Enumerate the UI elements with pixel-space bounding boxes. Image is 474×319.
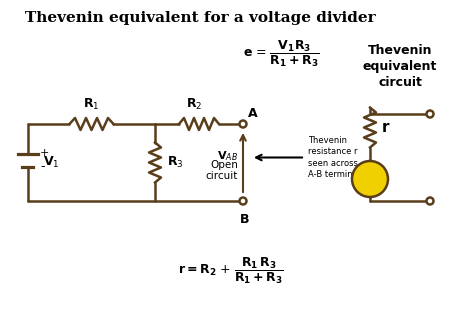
Text: V$_{AB}$: V$_{AB}$	[217, 150, 238, 163]
Text: +: +	[369, 167, 377, 177]
Text: Open
circuit: Open circuit	[206, 160, 238, 181]
Circle shape	[239, 121, 246, 128]
Circle shape	[427, 197, 434, 204]
Text: Thevenin
equivalent
circuit: Thevenin equivalent circuit	[363, 44, 437, 89]
Text: -: -	[371, 181, 375, 191]
Text: R$_2$: R$_2$	[186, 97, 202, 112]
Circle shape	[239, 197, 246, 204]
Text: Thevenin
resistance r
seen across
A-B terminals: Thevenin resistance r seen across A-B te…	[308, 136, 365, 179]
Text: e: e	[352, 172, 362, 187]
Text: A: A	[248, 107, 258, 120]
Text: R$_1$: R$_1$	[83, 97, 100, 112]
Text: -: -	[40, 160, 45, 173]
Text: Thevenin equivalent for a voltage divider: Thevenin equivalent for a voltage divide…	[25, 11, 375, 25]
Circle shape	[352, 161, 388, 197]
Text: +: +	[40, 149, 49, 159]
Text: r: r	[382, 120, 390, 135]
Text: $\mathbf{r = R_2}$ + $\dfrac{\mathbf{R_1\,R_3}}{\mathbf{R_1 + R_3}}$: $\mathbf{r = R_2}$ + $\dfrac{\mathbf{R_1…	[178, 256, 284, 286]
Text: B: B	[240, 213, 250, 226]
Text: $\mathbf{e}$ = $\dfrac{\mathbf{V_1 R_3}}{\mathbf{R_1+R_3}}$: $\mathbf{e}$ = $\dfrac{\mathbf{V_1 R_3}}…	[243, 39, 319, 69]
Text: R$_3$: R$_3$	[167, 155, 183, 170]
Text: V$_1$: V$_1$	[43, 155, 60, 170]
Circle shape	[427, 110, 434, 117]
